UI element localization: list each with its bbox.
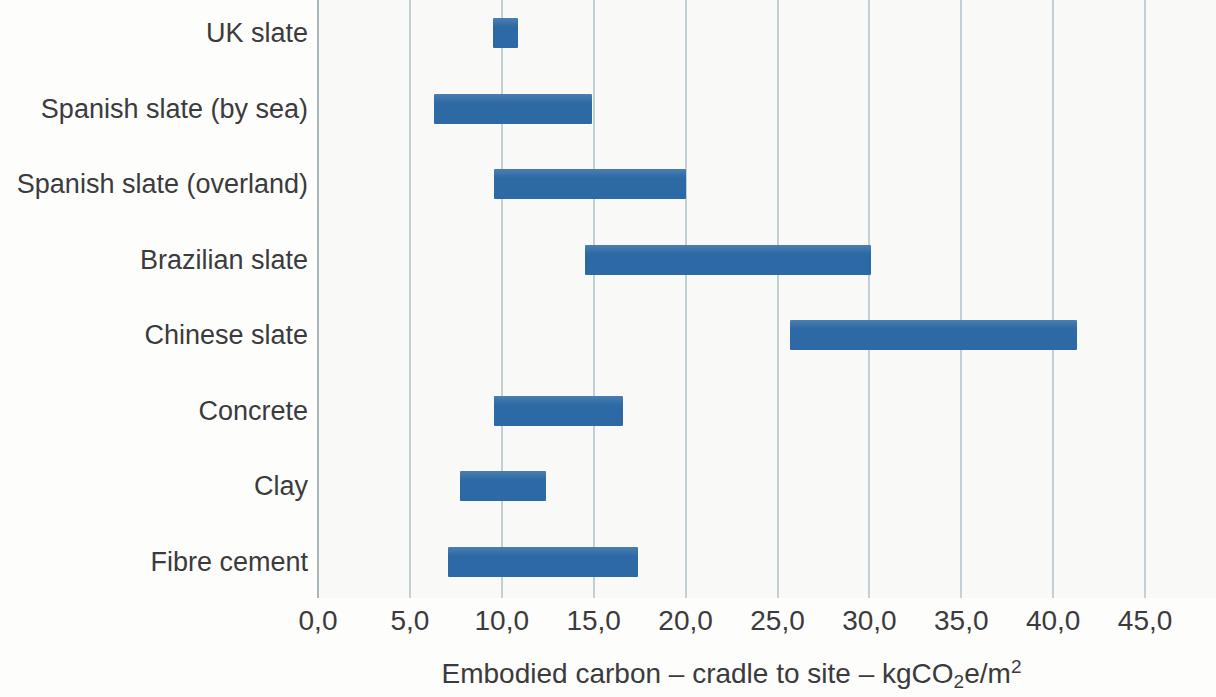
x-tick-label-45: 45,0 <box>1118 606 1173 636</box>
category-label-spanish-slate-overland: Spanish slate (overland) <box>0 168 308 200</box>
bar-chinese-slate <box>790 320 1077 350</box>
x-tick-label-20: 20,0 <box>658 606 713 636</box>
gridline-30 <box>868 0 870 598</box>
category-labels: UK slate Spanish slate (by sea) Spanish sl… <box>0 0 308 598</box>
category-label-spanish-slate-by-sea: Spanish slate (by sea) <box>0 93 308 125</box>
plot-area <box>318 0 1216 598</box>
x-tick-label-5: 5,0 <box>390 606 429 636</box>
category-label-concrete: Concrete <box>0 395 308 427</box>
y-axis-line <box>317 0 319 598</box>
x-tick-label-35: 35,0 <box>934 606 989 636</box>
bar-spanish-slate-overland <box>494 169 685 199</box>
category-label-clay: Clay <box>0 470 308 502</box>
gridline-45 <box>1144 0 1146 598</box>
bar-uk-slate <box>493 18 519 48</box>
gridline-5 <box>409 0 411 598</box>
category-label-fibre-cement: Fibre cement <box>0 546 308 578</box>
gridline-25 <box>777 0 779 598</box>
bar-fibre-cement <box>448 547 637 577</box>
gridline-35 <box>960 0 962 598</box>
gridline-40 <box>1052 0 1054 598</box>
x-axis-title-text: Embodied carbon – cradle to site – kgCO <box>442 658 954 689</box>
category-label-brazilian-slate: Brazilian slate <box>0 244 308 276</box>
bar-brazilian-slate <box>585 245 872 275</box>
gridline-20 <box>685 0 687 598</box>
x-tick-label-25: 25,0 <box>750 606 805 636</box>
embodied-carbon-range-chart: UK slate Spanish slate (by sea) Spanish sl… <box>0 0 1216 697</box>
gridline-10 <box>501 0 503 598</box>
x-axis-title: Embodied carbon – cradle to site – kgCO2… <box>318 650 1145 697</box>
category-label-chinese-slate: Chinese slate <box>0 319 308 351</box>
x-tick-label-10: 10,0 <box>475 606 530 636</box>
x-tick-label-30: 30,0 <box>842 606 897 636</box>
x-axis-ticks: 0,05,010,015,020,025,030,035,040,045,0 <box>318 600 1216 642</box>
x-tick-label-15: 15,0 <box>566 606 621 636</box>
x-tick-label-0: 0,0 <box>299 606 338 636</box>
category-label-uk-slate: UK slate <box>0 17 308 49</box>
gridline-15 <box>593 0 595 598</box>
x-axis-title-unit: e/m <box>964 658 1011 689</box>
bar-spanish-slate-by-sea <box>434 94 592 124</box>
bar-concrete <box>494 396 623 426</box>
x-tick-label-40: 40,0 <box>1026 606 1081 636</box>
bar-clay <box>460 471 546 501</box>
x-axis-title-superscript: 2 <box>1011 656 1022 677</box>
x-axis-title-subscript: 2 <box>954 671 965 692</box>
